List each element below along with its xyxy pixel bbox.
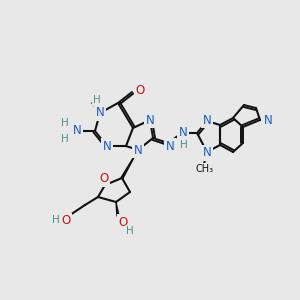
Text: O: O: [61, 214, 70, 227]
Text: H: H: [52, 215, 60, 225]
Text: H: H: [61, 118, 69, 128]
Text: H: H: [126, 226, 134, 236]
Text: N: N: [202, 113, 211, 127]
Text: CH₃: CH₃: [196, 164, 214, 174]
Polygon shape: [116, 202, 119, 216]
Text: N: N: [264, 113, 272, 127]
Text: N: N: [166, 140, 174, 152]
Text: N: N: [146, 113, 154, 127]
Text: O: O: [135, 85, 145, 98]
Text: H: H: [61, 134, 69, 144]
Text: N: N: [103, 140, 111, 152]
Text: N: N: [178, 127, 188, 140]
Text: N: N: [96, 106, 104, 119]
Text: O: O: [99, 172, 109, 185]
Text: N: N: [202, 146, 211, 160]
Text: O: O: [118, 215, 127, 229]
Text: N: N: [73, 124, 81, 137]
Text: H: H: [93, 95, 101, 105]
Polygon shape: [121, 150, 138, 178]
Text: N: N: [134, 143, 142, 157]
Text: H: H: [180, 140, 188, 150]
